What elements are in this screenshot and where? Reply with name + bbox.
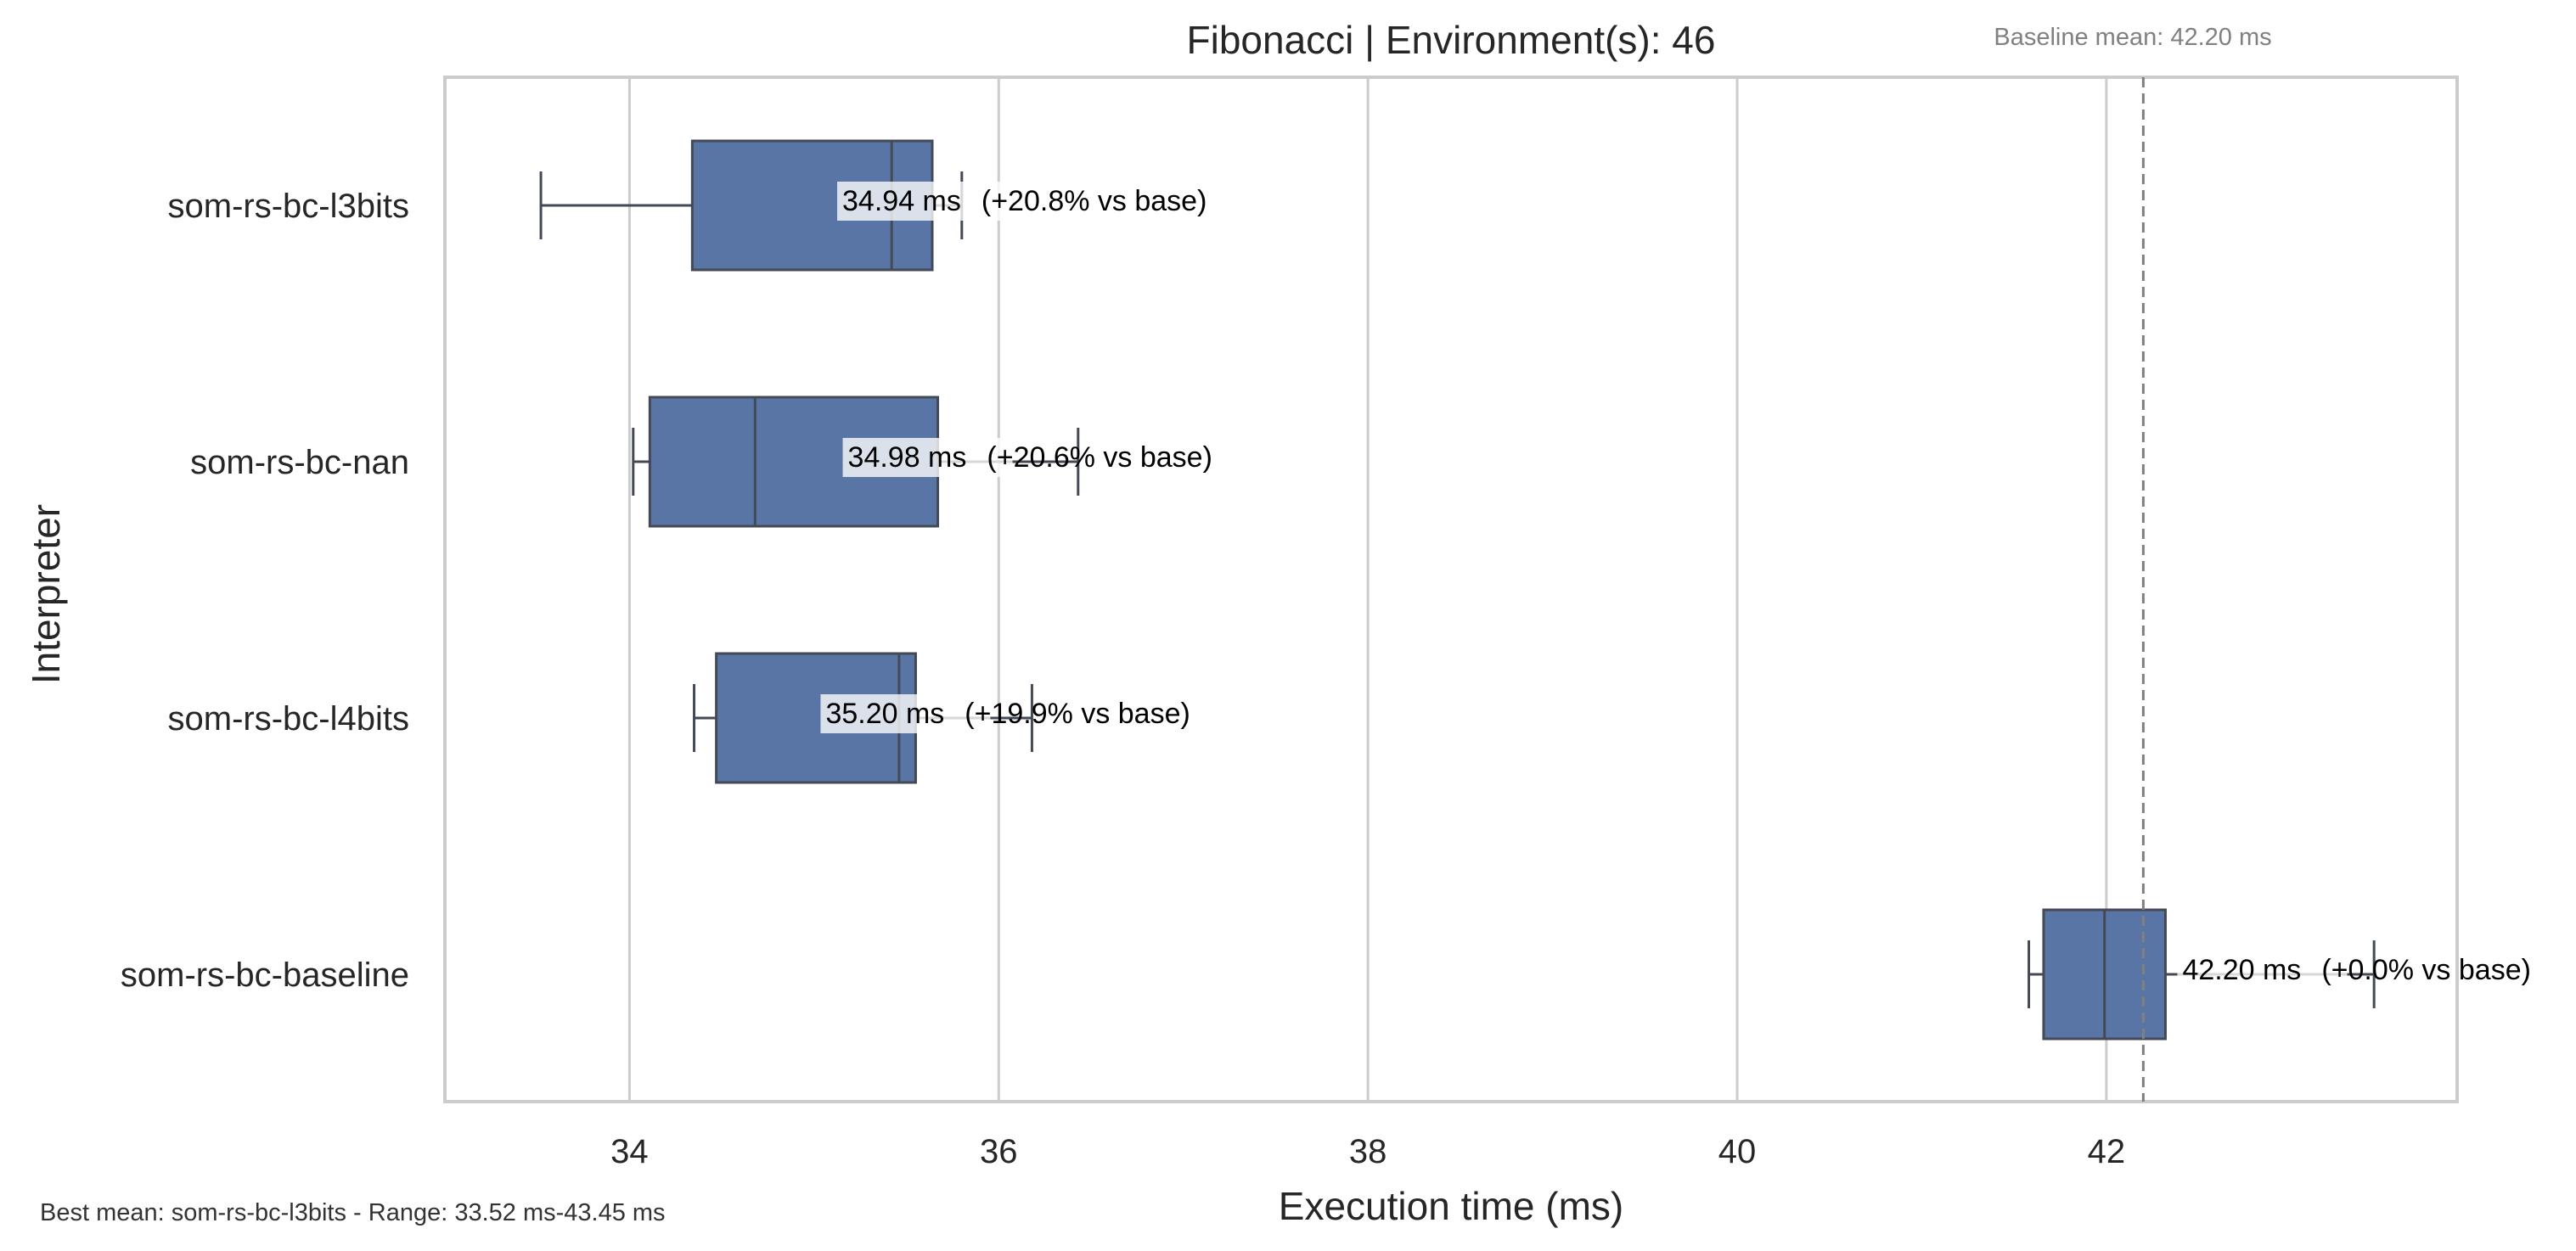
svg-text:35.20 ms(+19.9% vs base): 35.20 ms (+19.9% vs base) xyxy=(825,698,1190,730)
y-tick-label: som-rs-bc-nan xyxy=(190,444,409,481)
mean-annotation: 34.98 ms (+20.6% vs base) xyxy=(842,438,1212,477)
mean-value-label: 35.20 ms xyxy=(825,698,944,730)
delta-label: (+0.0% vs base) xyxy=(2321,954,2531,986)
chart-title: Fibonacci | Environment(s): 46 xyxy=(1187,18,1716,62)
footer-note: Best mean: som-rs-bc-l3bits - Range: 33.… xyxy=(40,1199,666,1226)
x-tick-labels: 34 36 38 40 42 xyxy=(610,1133,2125,1170)
x-tick-label: 36 xyxy=(980,1133,1018,1170)
svg-text:34.98 ms(+20.6% vs base): 34.98 ms (+20.6% vs base) xyxy=(848,441,1212,474)
y-tick-labels: som-rs-bc-l3bits som-rs-bc-nan som-rs-bc-l… xyxy=(121,188,409,994)
x-axis-label: Execution time (ms) xyxy=(1279,1184,1623,1228)
y-axis-label: Interpreter xyxy=(24,504,68,684)
mean-annotation: 34.94 ms (+20.8% vs base) xyxy=(837,182,1206,221)
delta-label: (+20.6% vs base) xyxy=(987,441,1212,474)
x-tick-label: 40 xyxy=(1718,1133,1757,1170)
plot-frame xyxy=(443,76,2459,1103)
data-labels: 34.94 ms (+20.8% vs base) 34.98 ms (+20.6% … xyxy=(820,182,2531,990)
svg-text:42.20 ms(+0.0% vs base): 42.20 ms (+0.0% vs base) xyxy=(2182,954,2530,986)
box-som-rs-bc-nan xyxy=(632,395,1080,528)
mean-value-label: 42.20 ms xyxy=(2182,954,2301,986)
mean-annotation: 35.20 ms (+19.9% vs base) xyxy=(820,694,1190,733)
label-background xyxy=(842,438,1013,477)
delta-label: (+19.9% vs base) xyxy=(965,698,1190,730)
baseline-mean-label: Baseline mean: 42.20 ms xyxy=(1994,24,2271,51)
label-background xyxy=(2177,951,2348,990)
mean-value-label: 34.94 ms xyxy=(842,185,961,217)
y-tick-label: som-rs-bc-l3bits xyxy=(168,188,409,225)
mean-value-label: 34.98 ms xyxy=(848,441,967,474)
svg-text:34.94 ms(+20.8% vs base): 34.94 ms (+20.8% vs base) xyxy=(842,185,1206,217)
delta-label: (+20.8% vs base) xyxy=(981,185,1207,217)
grid-lines xyxy=(627,77,2108,1102)
mean-annotation: 42.20 ms (+0.0% vs base) xyxy=(2177,951,2531,990)
y-tick-label: som-rs-bc-baseline xyxy=(121,956,409,994)
boxes xyxy=(539,139,2376,1041)
label-background xyxy=(820,694,991,733)
y-tick-label: som-rs-bc-l4bits xyxy=(168,700,409,738)
x-tick-label: 38 xyxy=(1349,1133,1387,1170)
box-som-rs-bc-baseline xyxy=(2028,908,2376,1041)
x-tick-label: 42 xyxy=(2088,1133,2126,1170)
x-tick-label: 34 xyxy=(610,1133,649,1170)
label-background xyxy=(837,182,1008,221)
